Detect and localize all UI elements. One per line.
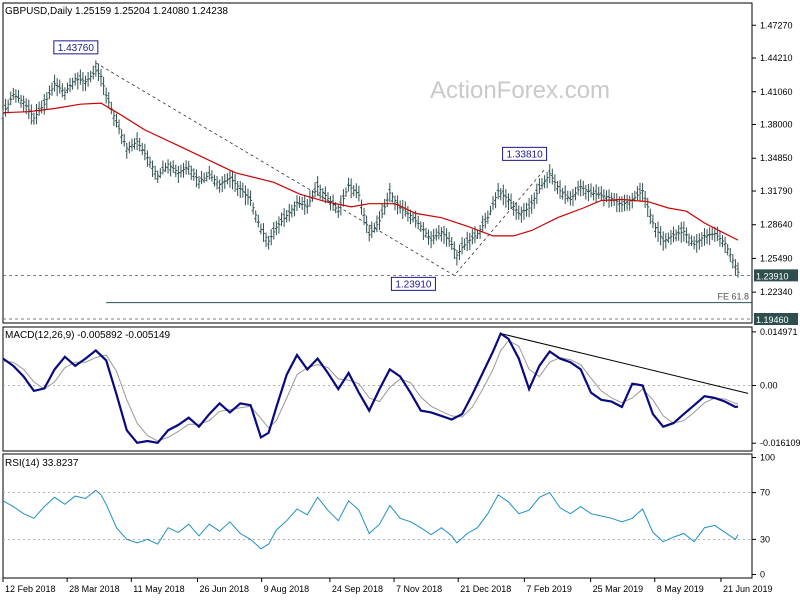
swing-annotation-box xyxy=(53,40,99,55)
rsi-y-label: 30 xyxy=(760,534,770,544)
moving-average-line xyxy=(2,102,739,241)
panel-frames xyxy=(2,2,753,579)
support-level-box xyxy=(754,313,798,325)
price-y-label: 1.28640 xyxy=(760,220,793,230)
rsi-y-label: 70 xyxy=(760,488,770,498)
macd-trendline xyxy=(500,333,749,394)
x-tick-label: 9 Aug 2018 xyxy=(264,584,310,594)
price-y-label: 1.25490 xyxy=(760,253,793,263)
x-axis: 12 Feb 2018 28 Mar 2018 11 May 2018 26 Jun … xyxy=(2,578,773,594)
price-frame xyxy=(2,2,753,324)
price-y-label: 1.44210 xyxy=(760,53,793,63)
swing-annotation-box xyxy=(502,146,548,161)
x-tick-label: 12 Feb 2018 xyxy=(5,584,56,594)
rsi-title: RSI(14) 33.8237 xyxy=(5,458,79,469)
price-y-label: 1.41060 xyxy=(760,87,793,97)
swing-annotation-label: 1.33810 xyxy=(507,149,544,160)
price-panel: 1.47270 1.44210 1.41060 1.38000 1.34850 1.317… xyxy=(1,20,798,325)
price-y-label: 1.34850 xyxy=(760,153,793,163)
macd-signal-line xyxy=(2,340,739,442)
x-tick-label: 7 Nov 2018 xyxy=(396,584,442,594)
last-price-label: 1.23910 xyxy=(756,271,789,281)
swing-annotation-box xyxy=(390,276,436,291)
macd-y-label: -0.016109 xyxy=(760,438,800,448)
macd-y-label: 0.00 xyxy=(760,380,778,390)
price-y-label: 1.22340 xyxy=(760,287,793,297)
macd-title: MACD(12,26,9) -0.005892 -0.005149 xyxy=(5,330,171,341)
price-y-label: 1.31790 xyxy=(760,186,793,196)
macd-line xyxy=(2,331,739,444)
price-y-label: 1.47270 xyxy=(760,20,793,30)
rsi-line xyxy=(2,489,739,550)
rsi-panel: 100 70 30 0 xyxy=(2,453,775,579)
x-tick-label: 26 Jun 2018 xyxy=(199,584,249,594)
price-y-label: 1.38000 xyxy=(760,120,793,130)
x-tick-label: 7 Feb 2019 xyxy=(526,584,572,594)
macd-y-label: 0.014971 xyxy=(760,327,798,337)
rsi-y-label: 0 xyxy=(760,569,765,579)
swing-annotation-label: 1.43760 xyxy=(58,43,95,54)
rsi-y-label: 100 xyxy=(760,453,775,463)
x-tick-label: 28 Mar 2018 xyxy=(69,584,120,594)
swing-annotation-label: 1.23910 xyxy=(395,279,432,290)
rsi-frame xyxy=(2,453,753,579)
price-header: GBPUSD,Daily 1.25159 1.25204 1.24080 1.2… xyxy=(5,6,228,17)
x-tick-label: 25 Mar 2019 xyxy=(593,584,644,594)
macd-frame xyxy=(2,326,753,452)
x-tick-label: 21 Dec 2018 xyxy=(460,584,511,594)
x-tick-label: 8 May 2019 xyxy=(657,584,704,594)
fe-level-label: FE 61.8 xyxy=(717,292,749,302)
macd-panel: 0.014971 0.00 -0.016109 xyxy=(2,327,800,448)
x-tick-label: 24 Sep 2018 xyxy=(332,584,383,594)
x-tick-label: 21 Jun 2019 xyxy=(723,584,773,594)
x-tick-label: 11 May 2018 xyxy=(133,584,184,594)
support-level-label: 1.19460 xyxy=(756,315,789,325)
watermark: ActionForex.com xyxy=(430,77,610,104)
last-price-box xyxy=(754,269,798,282)
